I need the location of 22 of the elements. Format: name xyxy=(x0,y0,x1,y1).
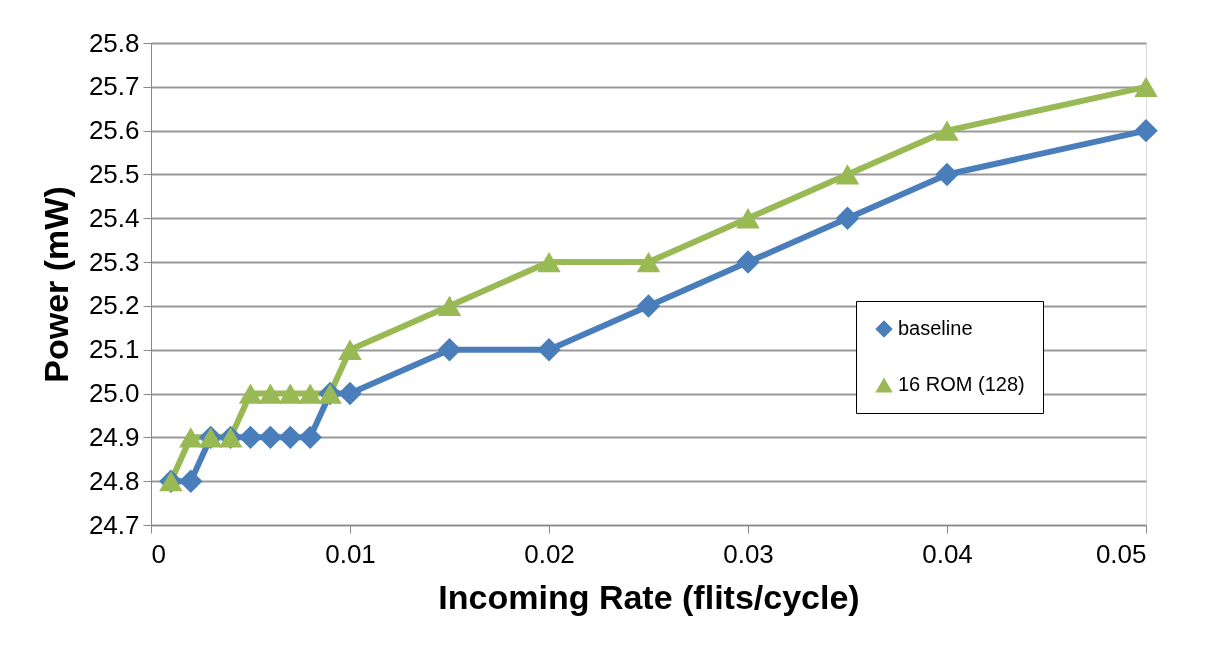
y-tick-label: 25.4 xyxy=(88,202,140,233)
y-tick-label: 25.7 xyxy=(88,71,140,102)
x-axis-title: Incoming Rate (flits/cycle) xyxy=(438,577,860,616)
y-tick-label: 24.8 xyxy=(88,465,140,496)
legend-label: 16 ROM (128) xyxy=(898,373,1025,395)
y-tick-label: 25.2 xyxy=(88,290,140,321)
y-tick-label: 25.0 xyxy=(88,378,140,409)
x-tick-label: 0.04 xyxy=(922,538,973,569)
x-tick-label: 0.05 xyxy=(1095,538,1147,569)
x-tick-label: 0 xyxy=(151,538,166,569)
legend-label: baseline xyxy=(898,317,973,339)
y-tick-label: 25.6 xyxy=(88,115,140,146)
y-tick-label: 24.7 xyxy=(88,509,140,540)
y-tick-label: 24.9 xyxy=(88,421,140,452)
x-tick-label: 0.03 xyxy=(723,538,774,569)
x-tick-label: 0.02 xyxy=(524,538,575,569)
x-tick-label: 0.01 xyxy=(325,538,376,569)
y-tick-label: 25.3 xyxy=(88,246,140,277)
y-tick-label: 25.1 xyxy=(88,334,140,365)
y-axis-title: Power (mW) xyxy=(36,186,75,383)
y-tick-label: 25.5 xyxy=(88,158,140,189)
y-tick-label: 25.8 xyxy=(88,27,140,58)
